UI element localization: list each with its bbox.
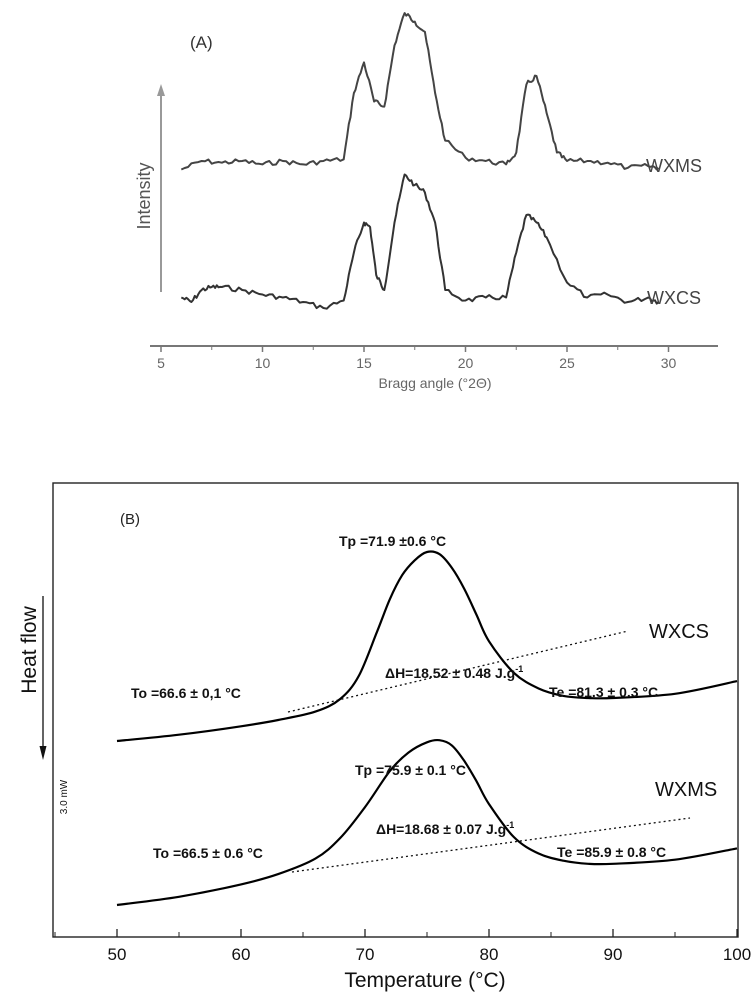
annotation-wxms-te: Te =85.9 ± 0.8 °C [557,844,666,860]
series-line-wxms-xrd [180,12,660,171]
wxcs-dsc-baseline [287,630,629,713]
panel-b-dsc-chart: (B) Heat flow 3.0 mW 50 60 70 80 90 100 Tempe… [18,482,751,992]
panel-b-tick-label: 90 [604,945,623,964]
annotation-wxcs-te: Te =81.3 ± 0.3 °C [549,684,658,700]
annotation-wxcs-dh-exponent: -1 [515,664,523,674]
panel-a-x-axis-label: Bragg angle (°2Θ) [379,375,492,391]
annotation-wxcs-dh-text: ΔH=18.52 ± 0.48 J.g [385,665,515,681]
series-label-wxms-dsc: WXMS [655,779,717,801]
annotation-wxms-dh-exponent: -1 [506,820,514,830]
wxms-dsc-baseline [291,817,691,873]
scale-bar-label: 3.0 mW [59,779,70,814]
annotation-wxms-to: To =66.5 ± 0.6 °C [153,845,263,861]
panel-a-tick-label: 25 [559,355,575,371]
panel-a-tick-label: 15 [356,355,372,371]
panel-b-y-axis-label: Heat flow [18,605,41,693]
annotation-wxms-dh: ΔH=18.68 ± 0.07 J.g-1 [376,820,514,837]
panel-a-tick-label: 10 [255,355,271,371]
panel-a-tick-label: 5 [157,355,165,371]
panel-a-label: (A) [190,33,213,52]
panel-a-tick-label: 20 [458,355,474,371]
panel-b-x-axis-label: Temperature (°C) [344,969,505,992]
panel-a-tick-label: 30 [661,355,677,371]
panel-a-xrd-chart: (A) Intensity 5 10 15 20 25 30 Bragg angle (°… [134,12,718,391]
panel-a-y-axis-label: Intensity [134,162,154,229]
series-label-wxms-xrd: WXMS [646,156,702,176]
series-line-wxcs-dsc [116,550,738,743]
annotation-wxms-tp: Tp =75.9 ± 0.1 °C [355,762,466,778]
panel-b-tick-label: 80 [480,945,499,964]
series-label-wxcs-dsc: WXCS [649,621,709,643]
annotation-wxcs-dh: ΔH=18.52 ± 0.48 J.g-1 [385,664,523,681]
panel-b-tick-label: 70 [356,945,375,964]
series-line-wxcs-xrd [180,173,660,310]
heat-flow-arrowhead-icon [39,746,47,760]
panel-a-x-ticks: 5 10 15 20 25 30 [157,346,676,371]
annotation-wxcs-tp: Tp =71.9 ±0.6 °C [339,533,446,549]
series-label-wxcs-xrd: WXCS [647,288,701,308]
panel-b-tick-label: 50 [108,945,127,964]
panel-b-tick-label: 100 [723,945,751,964]
series-line-wxms-dsc [116,738,738,907]
panel-b-label: (B) [120,511,140,528]
panel-b-frame [52,482,739,938]
panel-b-tick-label: 60 [232,945,251,964]
annotation-wxms-dh-text: ΔH=18.68 ± 0.07 J.g [376,821,506,837]
panel-b-x-ticks: 50 60 70 80 90 100 [54,929,751,964]
intensity-arrowhead-icon [157,84,165,96]
annotation-wxcs-to: To =66.6 ± 0,1 °C [131,685,241,701]
